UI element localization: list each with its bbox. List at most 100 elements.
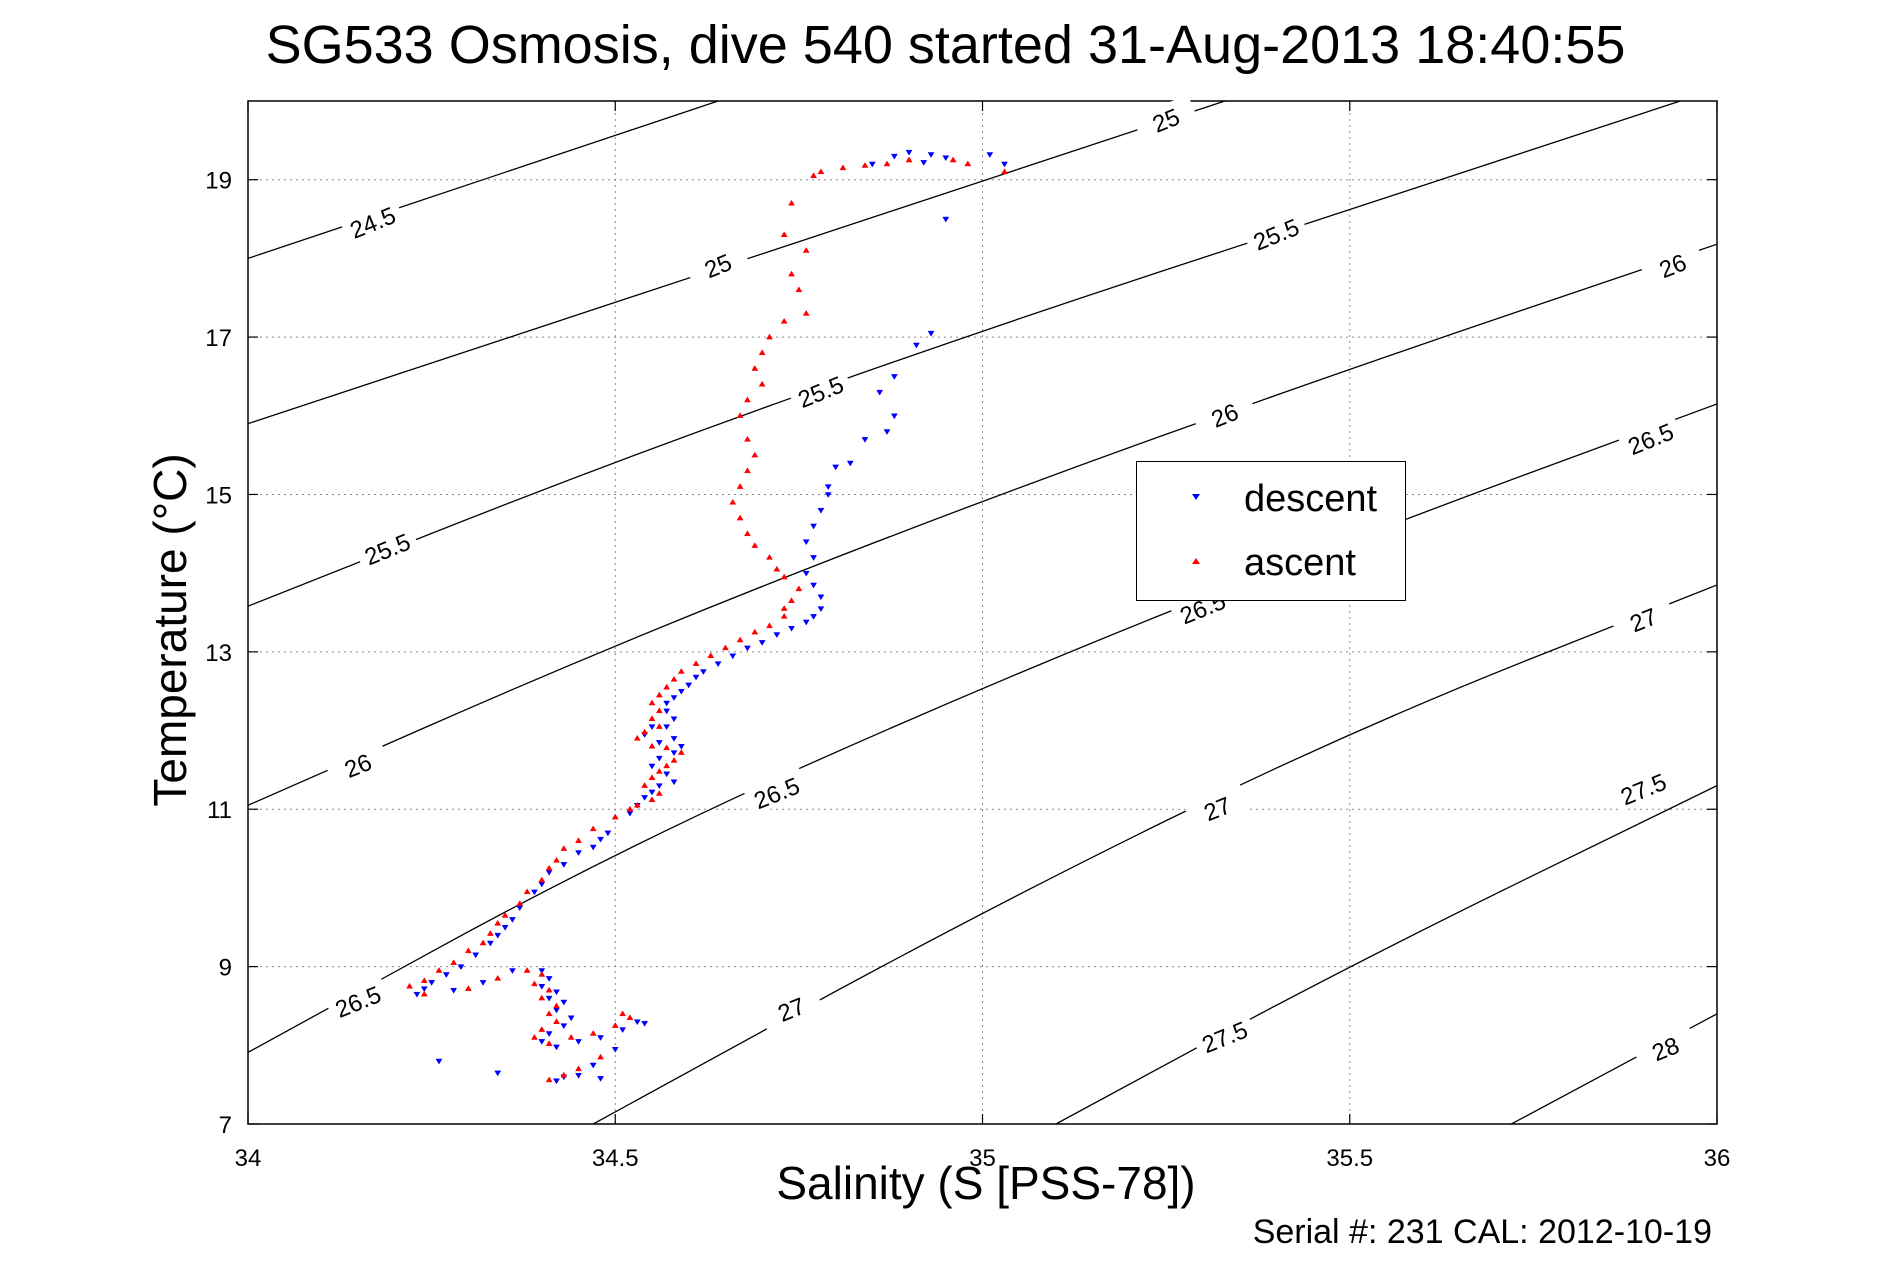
descent-point: [538, 881, 546, 888]
ascent-point: [545, 1040, 553, 1046]
ascent-point: [575, 1065, 582, 1072]
descent-point: [986, 152, 994, 158]
ascent-point: [655, 707, 663, 714]
descent-point: [648, 724, 656, 731]
contour-label: 28: [1631, 1023, 1698, 1072]
ascent-point: [729, 498, 737, 505]
ascent-point: [795, 286, 803, 293]
descent-point: [420, 986, 428, 993]
descent-point: [685, 682, 693, 689]
ascent-point: [1001, 168, 1008, 175]
descent-point: [912, 342, 920, 349]
descent-point: [560, 862, 568, 868]
descent-point: [677, 688, 685, 695]
ascent-marker-icon: [1192, 558, 1200, 564]
contour-label-text: 27.5: [1617, 769, 1670, 812]
descent-point: [494, 1070, 502, 1077]
ascent-point: [736, 514, 744, 521]
contour-label: 26: [1639, 240, 1706, 289]
grid-layer: [248, 101, 1717, 1124]
ascent-point: [420, 977, 428, 984]
descent-point: [670, 736, 678, 742]
descent-point: [890, 413, 898, 420]
descent-point: [545, 995, 553, 1002]
descent-point: [648, 763, 656, 770]
descent-point: [560, 999, 568, 1006]
descent-point: [494, 932, 502, 939]
ascent-point: [523, 967, 531, 973]
ascent-point: [589, 825, 597, 832]
descent-point: [648, 789, 656, 796]
ascent-point: [538, 876, 546, 883]
y-tick-label: 7: [219, 1112, 232, 1139]
ascent-point: [773, 565, 781, 572]
legend-item-descent: descent: [1137, 472, 1405, 532]
ascent-point: [721, 644, 729, 651]
contour-label-text: 24.5: [346, 202, 399, 245]
ascent-point: [949, 156, 957, 163]
contour-label: 25.5: [787, 366, 854, 415]
ascent-point: [964, 160, 972, 167]
legend-label-descent: descent: [1244, 478, 1378, 520]
descent-point: [560, 1023, 568, 1030]
ascent-point: [744, 467, 751, 474]
descent-point: [545, 1031, 553, 1037]
ascent-point: [802, 309, 810, 316]
descent-point: [890, 374, 898, 380]
descent-point: [832, 464, 840, 471]
legend: descent ascent: [1136, 461, 1406, 601]
density-contour-27.5: [1055, 785, 1717, 1124]
ascent-point: [464, 947, 472, 954]
density-contour-25.5: [248, 101, 1681, 607]
ascent-point: [766, 553, 773, 560]
contour-label: 27.5: [1191, 1011, 1258, 1060]
descent-point: [589, 844, 597, 851]
ascent-point: [751, 365, 759, 371]
descent-point: [890, 153, 898, 160]
ascent-point: [538, 970, 546, 977]
descent-point: [876, 389, 884, 396]
contour-label: 27: [1183, 783, 1250, 832]
descent-point: [538, 1039, 546, 1045]
ascent-point: [611, 813, 619, 820]
ascent-point: [545, 986, 553, 993]
descent-point: [810, 555, 818, 561]
descent-point: [824, 484, 832, 491]
ascent-point: [648, 742, 656, 749]
contour-label: 25.5: [353, 523, 420, 572]
descent-point: [670, 695, 678, 701]
ascent-point: [692, 660, 700, 666]
x-tick-label: 36: [1704, 1145, 1731, 1172]
descent-point: [597, 1076, 605, 1082]
ascent-point: [611, 1022, 619, 1028]
descent-point: [575, 1072, 582, 1079]
ascent-point: [788, 270, 795, 277]
descent-point: [589, 1062, 597, 1069]
ascent-point: [810, 172, 818, 179]
descent-point: [604, 830, 612, 837]
ascent-point: [648, 796, 656, 803]
ascent-point: [780, 231, 788, 238]
descent-point: [575, 1039, 582, 1045]
ascent-point: [626, 805, 634, 812]
ascent-point: [560, 845, 568, 851]
contour-label-text: 27.5: [1198, 1017, 1251, 1060]
ascent-point: [780, 573, 788, 580]
ascent-point: [670, 675, 678, 682]
descent-point: [553, 1007, 560, 1014]
descent-point: [641, 1021, 649, 1027]
descent-point: [663, 700, 671, 707]
ascent-point: [545, 864, 553, 871]
ascent-point: [788, 199, 795, 206]
legend-label-ascent: ascent: [1244, 542, 1356, 584]
ascent-point: [553, 856, 560, 863]
ascent-point: [538, 1026, 546, 1032]
ascent-point: [553, 1002, 560, 1009]
density-contour-28: [1511, 1013, 1717, 1124]
ascent-point: [883, 160, 891, 167]
ascent-point: [523, 888, 531, 895]
descent-point: [457, 964, 465, 971]
descent-point: [817, 594, 825, 601]
descent-point: [670, 779, 678, 786]
